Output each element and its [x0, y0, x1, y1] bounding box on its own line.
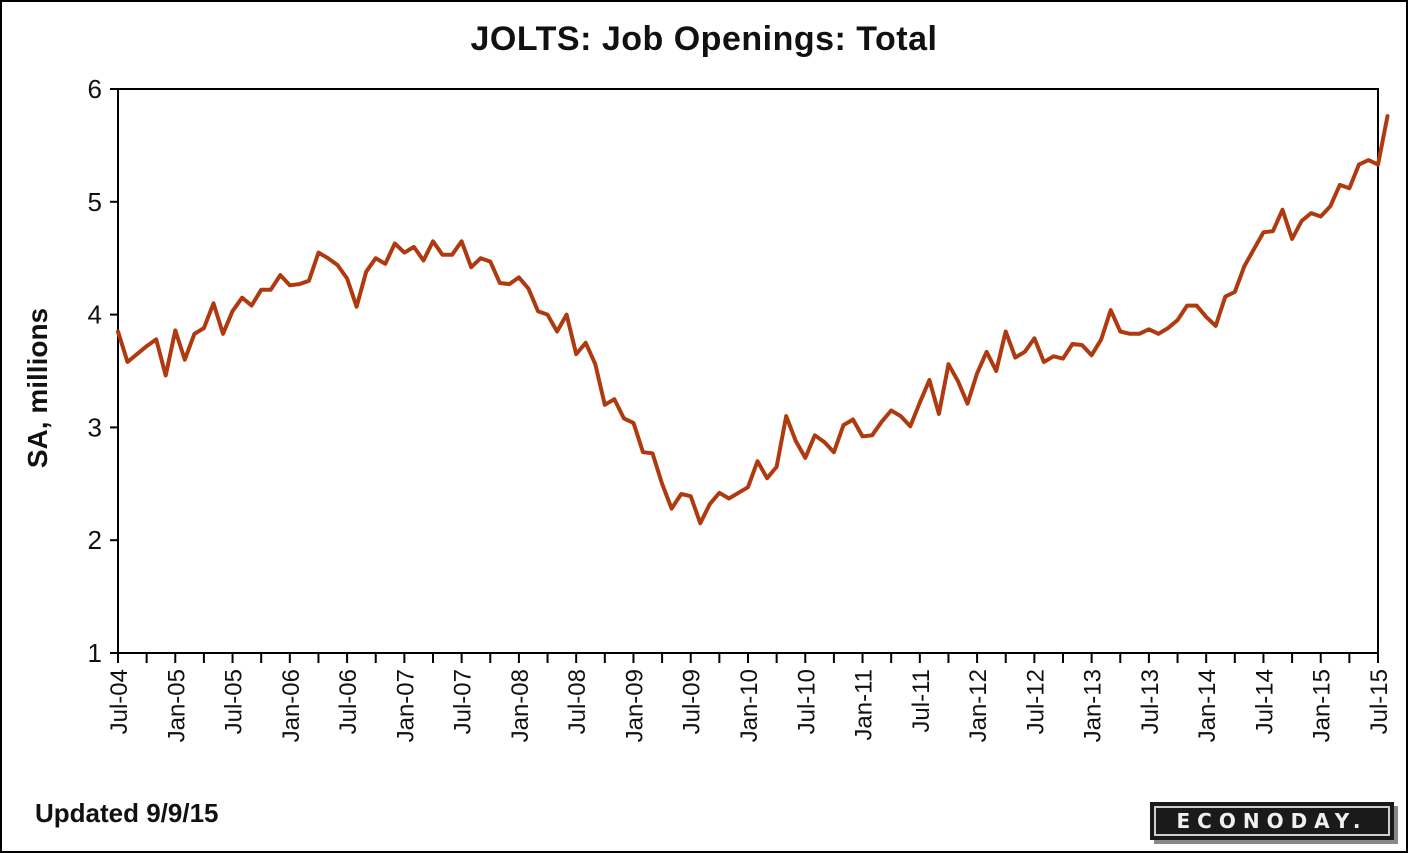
x-tick-label: Jul-12	[1022, 669, 1049, 734]
chart-title: JOLTS: Job Openings: Total	[470, 20, 938, 58]
x-tick-label: Jul-07	[450, 669, 477, 734]
updated-note: Updated 9/9/15	[35, 798, 219, 828]
x-tick-label: Jan-15	[1309, 669, 1336, 742]
x-tick-label: Jan-05	[163, 669, 190, 742]
y-tick-label: 3	[88, 412, 102, 442]
y-tick-label: 5	[88, 187, 102, 217]
x-tick-label: Jan-10	[736, 669, 763, 742]
x-tick-label: Jul-09	[679, 669, 706, 734]
y-tick-label: 1	[88, 638, 102, 668]
econoday-logo: ECONODAY.	[1150, 802, 1394, 840]
x-tick-label: Jan-07	[392, 669, 419, 742]
plot-border	[117, 88, 1379, 654]
x-tick-label: Jan-14	[1194, 669, 1221, 742]
x-tick-label: Jul-14	[1251, 669, 1278, 734]
x-tick-label: Jan-08	[507, 669, 534, 742]
x-tick-label: Jan-11	[851, 669, 878, 741]
y-tick-label: 2	[88, 525, 102, 555]
x-tick-label: Jan-12	[965, 669, 992, 742]
series-line-job-openings	[116, 114, 1390, 526]
x-tick-label: Jan-09	[621, 669, 648, 742]
y-tick-label: 4	[88, 300, 102, 330]
x-tick-label: Jul-05	[221, 669, 248, 734]
x-tick-label: Jul-13	[1137, 669, 1164, 734]
x-tick-label: Jul-10	[793, 669, 820, 734]
y-tick-label: 6	[88, 74, 102, 104]
x-tick-label: Jul-06	[335, 669, 362, 734]
x-tick-label: Jan-06	[278, 669, 305, 742]
x-tick-label: Jul-11	[908, 669, 935, 733]
x-tick-label: Jul-08	[564, 669, 591, 734]
x-tick-label: Jul-04	[106, 669, 133, 734]
x-tick-label: Jul-15	[1366, 669, 1393, 734]
x-tick-label: Jan-13	[1080, 669, 1107, 742]
logo-text: ECONODAY.	[1154, 806, 1390, 836]
